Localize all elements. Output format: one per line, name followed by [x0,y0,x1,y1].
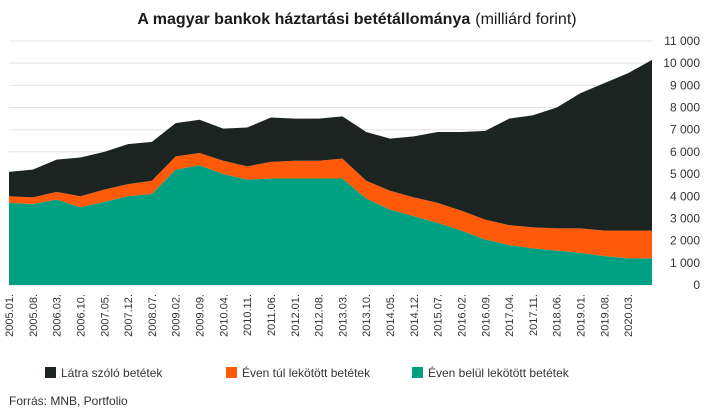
x-axis: 2005.01. 2005.08. 2006.03. 2006.10. 2007.05.… [4,294,635,337]
legend-swatch [226,367,237,378]
x-tick-label: 2008.07. [147,294,159,337]
x-tick-label: 2013.03. [337,294,349,337]
series-area-0 [9,165,652,285]
y-tick-label: 4 000 [670,189,700,203]
y-tick-label: 10 000 [663,56,700,70]
y-tick-label: 6 000 [670,145,700,159]
x-tick-label: 2017.04. [504,294,516,337]
x-tick-label: 2020.03. [623,294,635,337]
x-tick-label: 2007.12. [123,294,135,337]
x-tick-label: 2014.12. [409,294,421,337]
legend-label: Látra szóló betétek [61,366,163,380]
x-tick-label: 2009.02. [171,294,183,337]
x-tick-label: 2015.07. [433,294,445,337]
x-tick-label: 2005.08. [28,294,40,337]
x-tick-label: 2012.01. [290,294,302,337]
x-tick-label: 2016.09. [480,294,492,337]
y-axis: 0 1 000 2 000 3 000 4 000 5 000 6 000 7 000 8 00… [663,34,700,292]
series-area-2 [9,59,652,231]
x-tick-label: 2010.11. [242,294,254,336]
chart-title-main: A magyar bankok háztartási betétállomány… [137,11,470,28]
x-tick-label: 2012.08. [314,294,326,337]
chart-title-unit: (milliárd forint) [475,11,576,28]
y-tick-label: 3 000 [670,211,700,225]
x-tick-label: 2013.10. [361,294,373,337]
legend-label: Éven belül lekötött betétek [428,365,570,380]
x-tick-label: 2006.10. [75,294,87,337]
y-tick-label: 7 000 [670,123,700,137]
y-tick-label: 11 000 [664,34,700,48]
x-tick-label: 2006.03. [52,294,64,337]
legend: Látra szóló betétek Éven túl lekötött bet… [45,365,570,380]
y-tick-label: 8 000 [670,101,700,115]
legend-label: Éven túl lekötött betétek [242,365,371,380]
x-tick-label: 2016.02. [456,294,468,337]
y-tick-label: 1 000 [670,256,700,270]
x-tick-label: 2010.04. [218,294,230,337]
legend-swatch [45,367,56,378]
source-note: Forrás: MNB, Portfolio [9,394,128,408]
y-tick-label: 9 000 [670,78,700,92]
y-tick-label: 0 [693,278,700,292]
y-tick-label: 2 000 [670,234,700,248]
x-tick-label: 2011.06. [266,294,278,336]
x-tick-label: 2005.01. [4,294,16,337]
x-tick-label: 2017.11. [528,294,540,336]
x-tick-label: 2019.01. [576,294,588,337]
x-tick-label: 2014.05. [385,294,397,337]
x-tick-label: 2009.09. [195,294,207,337]
chart-title: A magyar bankok háztartási betétállomány… [137,11,576,28]
series-area-1 [9,153,652,259]
x-tick-label: 2007.05. [99,294,111,337]
x-tick-label: 2018.06. [552,294,564,337]
legend-swatch [412,367,423,378]
y-tick-label: 5 000 [670,167,700,181]
plot-areas [9,59,652,285]
x-tick-label: 2019.08. [599,294,611,337]
